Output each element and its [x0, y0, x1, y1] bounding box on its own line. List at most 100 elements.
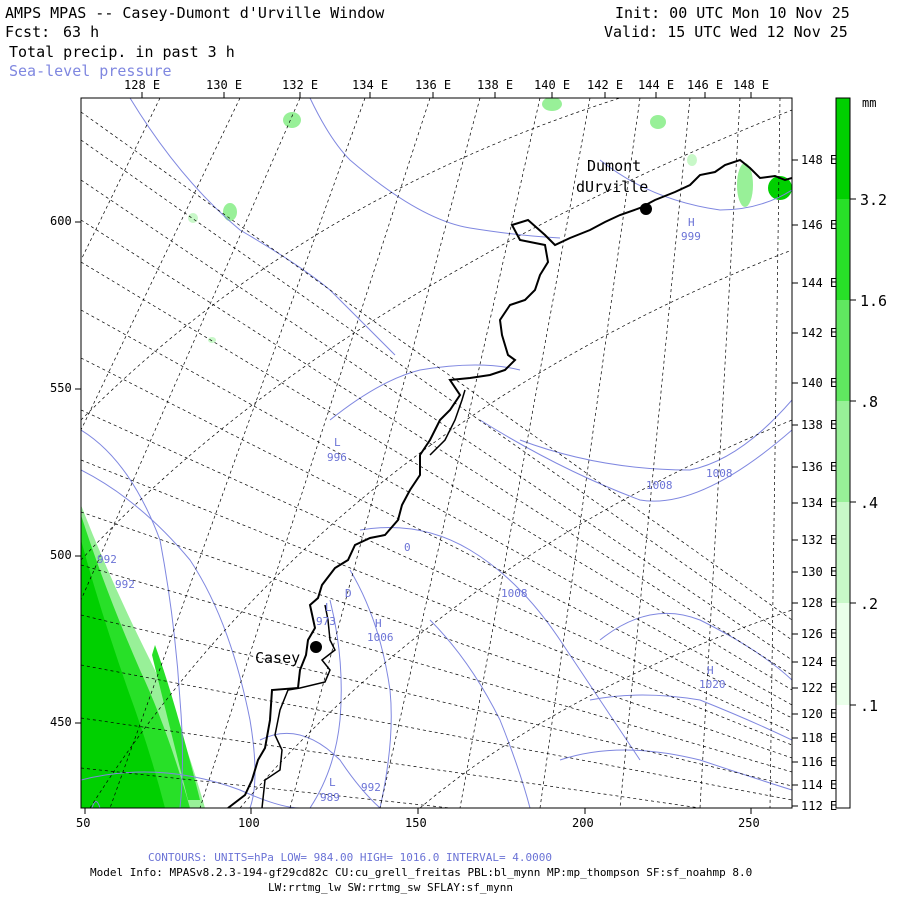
top-tick-label: 136 E [415, 78, 452, 92]
colorbar-label: 1.6 [860, 292, 888, 310]
coastline-inner [261, 604, 336, 808]
field-precip-label: Total precip. in past 3 h [9, 43, 235, 61]
colorbar-swatch-7 [836, 705, 850, 808]
init-time: Init: 00 UTC Mon 10 Nov 25 [615, 4, 850, 22]
pressure-label: 973 [316, 615, 336, 628]
top-axis-ticks [141, 92, 752, 98]
bottom-tick-label: 50 [76, 816, 91, 830]
left-tick-label: 600 [50, 214, 72, 228]
casey-station-marker [310, 641, 322, 653]
right-tick-label: 142 E [801, 326, 838, 340]
bottom-axis-ticks [84, 808, 752, 814]
top-tick-label: 142 E [587, 78, 624, 92]
right-tick-label: 144 E [801, 276, 838, 290]
pressure-label: 0 [404, 541, 411, 554]
pressure-label: D [345, 587, 352, 600]
left-tick-label: 500 [50, 548, 72, 562]
right-tick-label: 120 E [801, 707, 838, 721]
pressure-label: 992 [115, 578, 135, 591]
left-tick-label: 550 [50, 381, 72, 395]
pressure-label: 989 [320, 791, 340, 804]
pressure-label: 999 [681, 230, 701, 243]
model-info-line1: Model Info: MPASv8.2.3-194-gf29cd82c CU:… [90, 866, 753, 879]
top-tick-label: 140 E [534, 78, 571, 92]
colorbar [835, 97, 856, 809]
map-plot-area [81, 98, 792, 808]
right-tick-label: 126 E [801, 627, 838, 641]
pressure-label: 992 [361, 781, 381, 794]
pressure-label: 1008 [706, 467, 733, 480]
coastline [227, 158, 792, 808]
pressure-label: L [325, 601, 332, 614]
dumont-label: Dumont [587, 157, 642, 175]
pressure-label: H [375, 617, 382, 630]
top-tick-label: 130 E [206, 78, 243, 92]
right-tick-label: 146 E [801, 218, 838, 232]
pressure-label: 1008 [501, 587, 528, 600]
top-tick-label: 144 E [638, 78, 675, 92]
pressure-label: 1006 [367, 631, 394, 644]
bottom-tick-label: 150 [405, 816, 427, 830]
map-frame [80, 97, 793, 809]
right-tick-label: 148 E [801, 153, 838, 167]
precip-shading [81, 98, 792, 808]
right-tick-label: 134 E [801, 496, 838, 510]
pressure-label: H [688, 216, 695, 229]
valid-time: Valid: 15 UTC Wed 12 Nov 25 [604, 23, 848, 41]
right-tick-label: 130 E [801, 565, 838, 579]
pressure-label: 992 [97, 553, 117, 566]
right-tick-label: 124 E [801, 655, 838, 669]
top-tick-label: 146 E [687, 78, 724, 92]
right-tick-label: 122 E [801, 681, 838, 695]
colorbar-swatch-5 [836, 502, 850, 603]
top-tick-label: 128 E [124, 78, 161, 92]
latlon-grid [81, 98, 792, 808]
pressure-label: 1008 [646, 479, 673, 492]
left-axis-ticks [75, 221, 81, 724]
colorbar-label: .8 [860, 393, 879, 411]
colorbar-label: 3.2 [860, 191, 888, 209]
bottom-tick-label: 100 [238, 816, 260, 830]
colorbar-swatch-4 [836, 401, 850, 502]
right-tick-label: 116 E [801, 755, 838, 769]
pressure-label: L [334, 436, 341, 449]
model-info-line2: LW:rrtmg_lw SW:rrtmg_sw SFLAY:sf_mynn [268, 881, 514, 894]
colorbar-swatch-1 [836, 98, 850, 199]
right-tick-label: 128 E [801, 596, 838, 610]
colorbar-unit: mm [862, 96, 877, 110]
top-tick-label: 132 E [282, 78, 319, 92]
right-tick-label: 114 E [801, 778, 838, 792]
contour-info: CONTOURS: UNITS=hPa LOW= 984.00 HIGH= 10… [148, 851, 552, 864]
dumont-station-marker [640, 203, 652, 215]
colorbar-swatch-2 [836, 199, 850, 300]
colorbar-swatch-3 [836, 300, 850, 401]
top-tick-label: 148 E [733, 78, 770, 92]
field-slp-label: Sea-level pressure [9, 62, 172, 80]
pressure-label: L [329, 776, 336, 789]
forecast-hours: 63 h [63, 23, 100, 41]
bottom-tick-label: 250 [738, 816, 760, 830]
top-tick-label: 134 E [352, 78, 389, 92]
left-tick-label: 450 [50, 715, 72, 729]
right-tick-label: 118 E [801, 731, 838, 745]
pressure-label: 996 [327, 451, 347, 464]
colorbar-label: .4 [860, 494, 879, 512]
pressure-label: 1020 [699, 678, 726, 691]
forecast-label: Fcst: [5, 23, 51, 41]
right-tick-label: 140 E [801, 376, 838, 390]
slp-contours [81, 98, 792, 808]
casey-label: Casey [255, 649, 301, 667]
right-tick-label: 132 E [801, 533, 838, 547]
right-tick-label: 112 E [801, 799, 838, 813]
right-tick-label: 138 E [801, 418, 838, 432]
pressure-label: H [707, 664, 714, 677]
bottom-tick-label: 200 [572, 816, 594, 830]
colorbar-swatch-6 [836, 603, 850, 705]
top-tick-label: 138 E [477, 78, 514, 92]
colorbar-label: .2 [860, 595, 879, 613]
right-axis-ticks [792, 159, 798, 807]
right-tick-label: 136 E [801, 460, 838, 474]
durville-label: dUrville [576, 178, 649, 196]
colorbar-label: .1 [860, 697, 879, 715]
